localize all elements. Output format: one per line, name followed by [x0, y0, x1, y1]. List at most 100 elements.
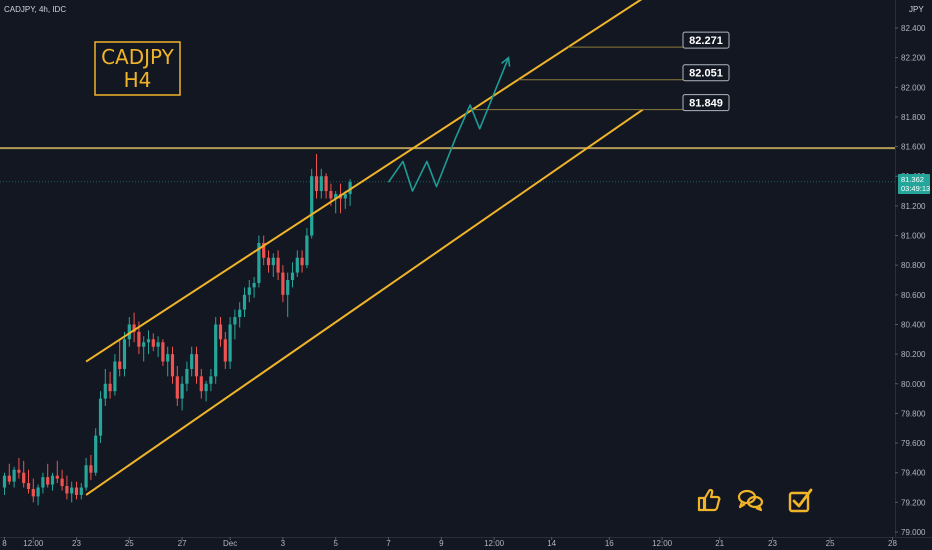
candle-body [233, 317, 237, 325]
checkbox-check-icon[interactable] [788, 488, 813, 513]
candle-body [7, 475, 11, 482]
candle-body [343, 194, 347, 199]
comments-icon[interactable] [737, 489, 764, 512]
candle-body [89, 465, 93, 473]
candle-body [50, 475, 55, 485]
candle-body [175, 376, 179, 399]
symbol-header: CADJPY, 4h, IDC [4, 5, 66, 14]
candle-body [223, 339, 227, 362]
candle-body [12, 469, 16, 482]
candle-body [190, 354, 194, 369]
candle-body [180, 383, 184, 399]
title-box-line1: CADJPY [101, 45, 175, 69]
y-tick-label: 79.600 [901, 439, 926, 448]
candle-body [228, 324, 232, 362]
price-tag-countdown: 03:49:13 [901, 184, 930, 193]
y-tick-label: 82.200 [901, 54, 926, 63]
candle-body [281, 272, 285, 295]
candle-body [324, 176, 328, 192]
y-tick-label: 80.000 [901, 380, 926, 389]
candle-body [199, 376, 203, 392]
candle-body [314, 176, 319, 192]
candle-body [161, 342, 165, 362]
title-box-line2: H4 [124, 68, 152, 92]
x-tick-label: 27 [178, 539, 187, 548]
x-tick-label: 12:00 [484, 539, 505, 548]
candle-body [113, 361, 117, 392]
x-tick-label: 25 [826, 539, 835, 548]
candle-body [137, 331, 141, 347]
candle-body [319, 176, 323, 192]
candle-body [271, 257, 275, 266]
candle-body [218, 324, 223, 340]
candle-body [262, 242, 266, 258]
currency-label: JPY [909, 5, 924, 14]
candle-body [31, 489, 35, 497]
target-label: 82.271 [689, 35, 723, 47]
candle-body [146, 339, 151, 343]
candle-body [247, 287, 251, 295]
y-tick-label: 80.800 [901, 261, 926, 270]
y-tick-label: 79.000 [901, 528, 926, 537]
candle-body [60, 478, 64, 487]
channel-lower-line [85, 108, 644, 496]
target-label-box [682, 94, 730, 112]
candle-body [242, 294, 247, 310]
candle-body [238, 309, 242, 318]
candle-body [257, 242, 261, 283]
candle-body [127, 324, 131, 340]
candle-body [98, 398, 103, 436]
x-tick-label: 12:00 [23, 539, 44, 548]
channel-upper-line [85, 0, 643, 363]
candle-body [2, 475, 7, 488]
candle-body [132, 324, 136, 332]
y-tick-label: 81.600 [901, 143, 926, 152]
candle-body [329, 191, 333, 199]
candle-body [310, 176, 314, 236]
y-tick-label: 80.200 [901, 350, 926, 359]
target-label: 82.051 [689, 68, 723, 80]
price-axis-panel [895, 0, 932, 550]
candle-body [122, 339, 127, 369]
candle-body [26, 483, 31, 490]
y-tick-label: 79.400 [901, 469, 926, 478]
candle-body [209, 376, 213, 384]
candle-body [276, 257, 280, 273]
x-tick-label: 3 [281, 539, 286, 548]
target-label: 81.849 [689, 98, 723, 110]
candle-body [286, 280, 290, 295]
candle-body [142, 342, 146, 347]
y-tick-label: 79.200 [901, 498, 926, 507]
projection-arrowhead [501, 56, 511, 67]
x-tick-label: 14 [547, 539, 556, 548]
y-tick-label: 80.600 [901, 291, 926, 300]
candle-body [108, 383, 112, 392]
x-tick-label: 12:00 [652, 539, 673, 548]
x-tick-label: 21 [715, 539, 724, 548]
candle-body [166, 354, 170, 362]
projection-path [387, 57, 510, 192]
candle-body [17, 469, 21, 473]
thumbs-up-icon[interactable] [697, 488, 721, 512]
candle-body [55, 475, 59, 479]
price-tag-price: 81.362 [901, 175, 924, 184]
title-box: CADJPY H4 [94, 41, 181, 96]
candle-body [118, 361, 122, 369]
target-label-box [682, 64, 730, 82]
candle-body [334, 194, 338, 199]
candle-body [194, 354, 199, 377]
candle-body [36, 487, 40, 497]
candle-body [300, 257, 304, 266]
candle-body [266, 257, 271, 266]
x-tick-label: 16 [605, 539, 614, 548]
y-tick-label: 80.400 [901, 320, 926, 329]
candle-body [46, 477, 50, 485]
candle-body [170, 354, 175, 377]
candle-body [70, 487, 74, 494]
y-tick-label: 82.400 [901, 24, 926, 33]
x-tick-label: Dec [223, 539, 237, 548]
candle-body [214, 324, 218, 377]
